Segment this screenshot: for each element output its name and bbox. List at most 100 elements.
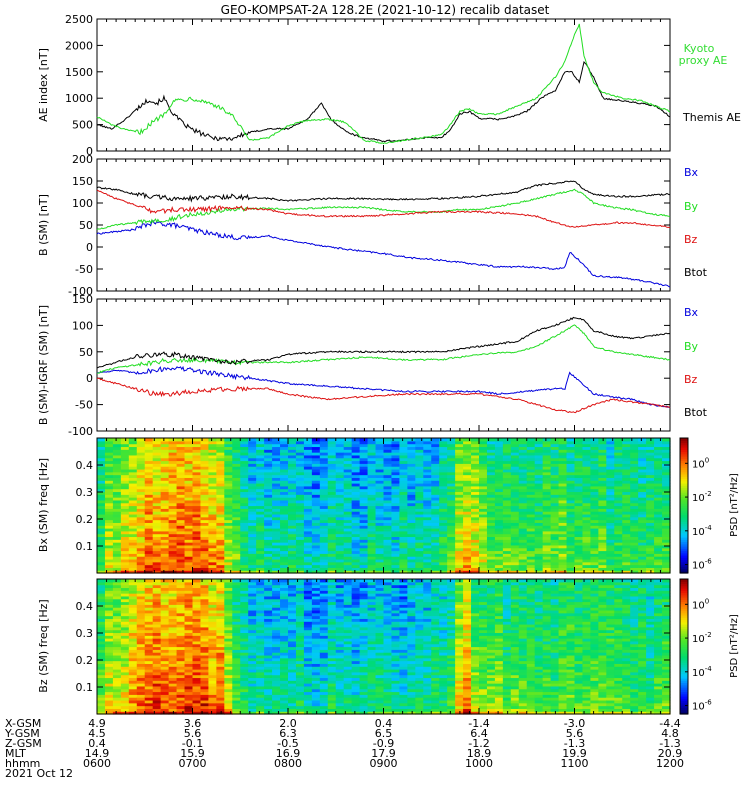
spectrogram-cell [399, 558, 408, 563]
spectrogram-cell [208, 711, 217, 715]
spectrogram-cell [582, 564, 592, 568]
spectrogram-cell [311, 564, 321, 568]
spectrogram-cell [630, 454, 639, 459]
spectrogram-cell [399, 511, 408, 515]
legend-btot-igrf: Btot [684, 406, 708, 419]
spectrogram-cell [311, 528, 321, 532]
spectrogram-cell [638, 438, 647, 442]
spectrogram-cell [200, 564, 210, 568]
spectrogram-cell [288, 502, 297, 507]
spectrogram-cell [248, 497, 257, 501]
spectrogram-cell [128, 463, 138, 467]
spectrogram-cell [216, 564, 225, 568]
spectrogram-cell [184, 635, 194, 639]
spectrogram-cell [630, 558, 639, 563]
spectrogram-cell [120, 468, 130, 473]
spectrogram-cell [152, 488, 162, 493]
spectrogram-cell [97, 468, 106, 473]
spectrogram-cell [288, 561, 297, 566]
spectrogram-cell [144, 511, 154, 515]
spectrogram-cell [184, 558, 194, 563]
spectrogram-cell [136, 635, 146, 639]
spectrogram-cell [494, 502, 504, 507]
spectrogram-cell [200, 598, 210, 603]
spectrogram-cell [224, 553, 233, 557]
spectrogram-cell [447, 522, 456, 526]
spectrogram-cell [518, 488, 528, 493]
spectrogram-cell [104, 666, 114, 670]
spectrogram-cell [184, 691, 194, 695]
spectrogram-cell [494, 547, 504, 552]
spectrogram-cell [399, 508, 408, 512]
spectrogram-cell [184, 519, 194, 523]
spectrogram-cell [120, 581, 130, 586]
spectrogram-cell [160, 618, 170, 622]
colorbar-segment [680, 564, 688, 567]
spectrogram-cell [272, 542, 281, 546]
spectrogram-cell [192, 579, 202, 583]
spectrogram-cell [654, 522, 663, 526]
spectrogram-cell [319, 513, 329, 518]
spectrogram-cell [510, 530, 520, 535]
spectrogram-cell [208, 516, 217, 521]
spectrogram-cell [327, 449, 337, 453]
spectrogram-cell [152, 533, 162, 538]
spectrogram-cell [479, 497, 488, 501]
spectrogram-cell [160, 590, 170, 594]
spectrogram-cell [415, 536, 424, 540]
spectrogram-cell [654, 570, 663, 574]
spectrogram-cell [415, 556, 424, 560]
spectrogram-cell [97, 590, 106, 594]
spectrogram-cell [582, 513, 592, 518]
spectrogram-cell [566, 494, 576, 498]
spectrogram-cell [288, 533, 297, 538]
spectrogram-cell [224, 570, 233, 574]
spectrogram-cell [606, 564, 615, 568]
spectrogram-cell [375, 547, 385, 552]
spectrogram-cell [136, 615, 146, 619]
spectrogram-cell [367, 483, 377, 487]
spectrogram-cell [399, 460, 408, 464]
spectrogram-cell [128, 522, 138, 526]
legend-by: By [684, 200, 699, 213]
spectrogram-cell [128, 635, 138, 639]
y-tick-label: 1500 [65, 66, 93, 79]
spectrogram-cell [622, 494, 631, 498]
spectrogram-cell [311, 483, 321, 487]
spectrogram-cell [375, 505, 385, 509]
spectrogram-cell [152, 621, 162, 625]
spectrogram-cell [303, 499, 313, 504]
spectrogram-cell [311, 567, 321, 571]
spectrogram-cell [152, 516, 162, 521]
spectrogram-cell [120, 705, 130, 709]
spectrogram-cell [542, 508, 552, 512]
spectrogram-cell [295, 471, 305, 476]
spectrogram-cell [144, 539, 154, 543]
spectrogram-cell [327, 497, 337, 501]
spectrogram-cell [112, 457, 122, 462]
spectrogram-cell [152, 499, 162, 504]
spectrogram-cell [144, 528, 154, 532]
spectrogram-cell [120, 618, 130, 622]
spectrogram-cell [112, 685, 122, 690]
spectrogram-cell [272, 446, 281, 450]
spectrogram-cell [136, 561, 146, 566]
spectrogram-cell [176, 471, 186, 476]
spectrogram-cell [200, 671, 210, 676]
spectrogram-cell [152, 615, 162, 619]
spectrogram-cell [486, 471, 496, 476]
spectrogram-cell [319, 449, 329, 453]
spectrogram-cell [343, 497, 353, 501]
spectrogram-cell [383, 508, 393, 512]
spectrogram-cell [542, 522, 552, 526]
spectrogram-cell [431, 477, 440, 481]
spectrogram-cell [200, 657, 210, 662]
spectrogram-cell [200, 497, 210, 501]
spectrogram-cell [144, 581, 154, 586]
spectrogram-cell [216, 646, 225, 650]
spectrogram-cell [256, 564, 265, 568]
spectrogram-cell [494, 466, 504, 470]
spectrogram-cell [256, 460, 265, 464]
spectrogram-cell [176, 466, 186, 470]
spectrogram-cell [184, 511, 194, 515]
